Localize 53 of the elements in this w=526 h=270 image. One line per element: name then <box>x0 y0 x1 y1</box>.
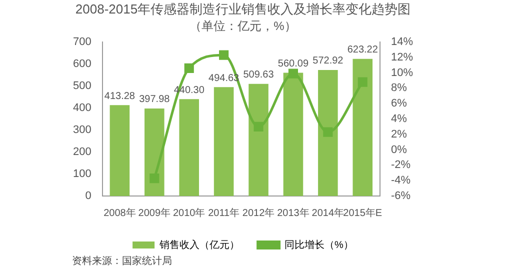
y-tick-label: 400 <box>72 102 92 114</box>
y-tick-label: 600 <box>72 58 92 70</box>
legend-label: 销售收入（亿元） <box>158 238 240 251</box>
bar <box>248 84 268 196</box>
x-tick-label: 2014年 <box>312 206 344 219</box>
y-tick-label: 100 <box>72 168 92 180</box>
y2-tick-label: 6% <box>390 98 408 110</box>
data-label: 397.98 <box>139 94 170 106</box>
legend-label: 同比增长（%） <box>284 238 354 251</box>
y2-tick-label: -2% <box>390 159 411 172</box>
y2-tick-label: 14% <box>390 36 414 48</box>
y2-tick-label: 2% <box>390 128 408 140</box>
bar <box>283 72 304 196</box>
y-tick-label: 700 <box>72 36 92 48</box>
point <box>288 68 298 78</box>
x-tick-label: 2013年 <box>277 206 310 219</box>
point <box>358 77 368 87</box>
y2-tick-label: 12% <box>390 51 414 64</box>
chart-title: 2008-2015年传感器制造行业销售收入及增长率变化趋势图 <box>75 1 411 16</box>
y2-tick-label: -4% <box>390 174 411 187</box>
point <box>184 63 194 73</box>
y-tick-label: 0 <box>85 190 92 202</box>
x-tick-label: 2010年 <box>172 206 206 219</box>
x-tick-label: 2015年E <box>343 206 382 219</box>
data-label: 509.63 <box>243 70 274 81</box>
x-tick-label: 2009年 <box>138 206 171 219</box>
y2-tick-label: 8% <box>390 82 408 94</box>
bar <box>179 99 200 196</box>
chart-subtitle: （单位：亿元，%） <box>190 19 296 34</box>
bar <box>352 58 373 196</box>
data-label: 572.92 <box>312 56 344 67</box>
data-label: 623.22 <box>347 44 378 56</box>
bar <box>214 87 234 196</box>
point <box>323 127 333 137</box>
y2-tick-label: 10% <box>390 66 414 79</box>
x-tick-label: 2011年 <box>208 206 240 219</box>
point <box>150 174 160 184</box>
y2-tick-label: -6% <box>390 190 411 202</box>
bar <box>144 108 164 196</box>
bar <box>318 70 338 196</box>
bar <box>110 105 130 196</box>
x-tick-label: 2008年 <box>104 206 136 219</box>
point <box>219 50 229 60</box>
y-tick-label: 200 <box>72 146 92 158</box>
point <box>254 122 264 132</box>
y-tick-label: 500 <box>72 80 92 92</box>
data-label: 413.28 <box>104 90 136 102</box>
y2-tick-label: 0% <box>390 144 408 156</box>
text: 资料来源：国家统计局 <box>72 255 172 267</box>
y-tick-label: 300 <box>72 124 92 136</box>
y2-tick-label: 4% <box>390 113 408 126</box>
x-tick-label: 2012年 <box>242 206 275 219</box>
data-label: 560.09 <box>278 58 309 70</box>
